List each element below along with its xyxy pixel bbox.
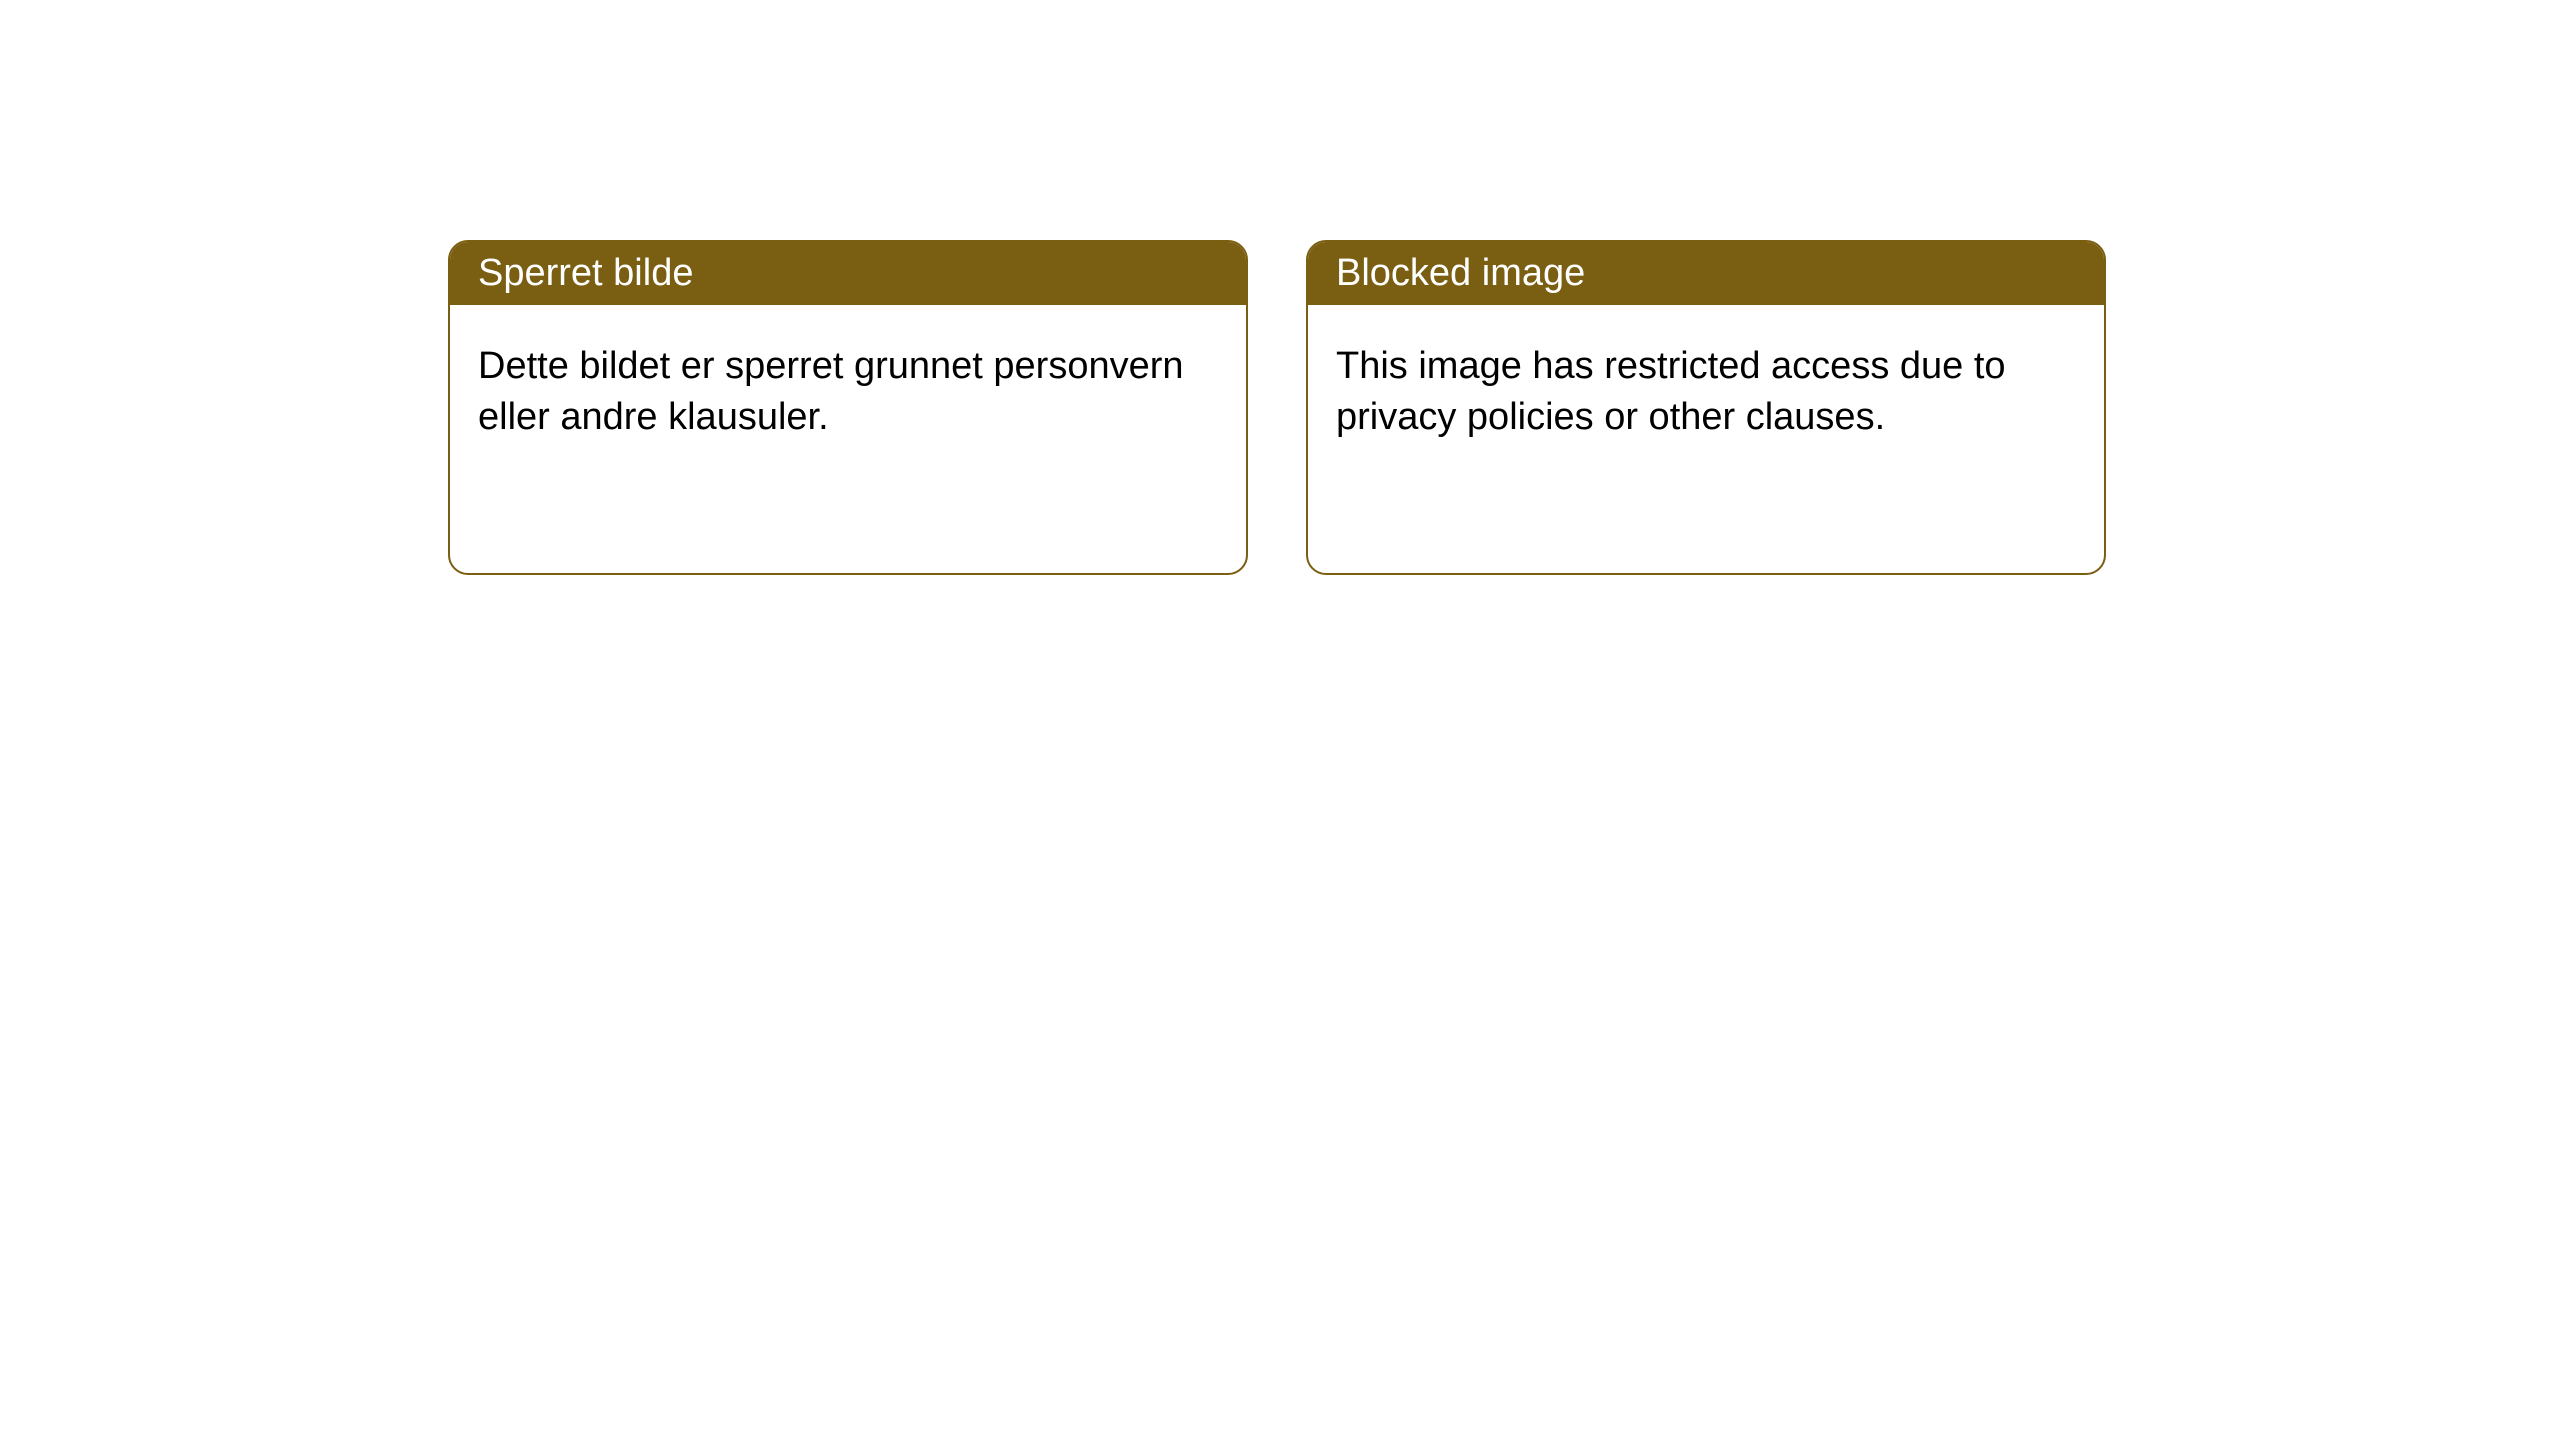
notice-card-english: Blocked image This image has restricted … <box>1306 240 2106 575</box>
notice-cards-container: Sperret bilde Dette bildet er sperret gr… <box>448 240 2106 575</box>
card-body: This image has restricted access due to … <box>1308 305 2104 480</box>
card-title: Blocked image <box>1308 242 2104 305</box>
notice-card-norwegian: Sperret bilde Dette bildet er sperret gr… <box>448 240 1248 575</box>
card-title: Sperret bilde <box>450 242 1246 305</box>
card-body: Dette bildet er sperret grunnet personve… <box>450 305 1246 480</box>
